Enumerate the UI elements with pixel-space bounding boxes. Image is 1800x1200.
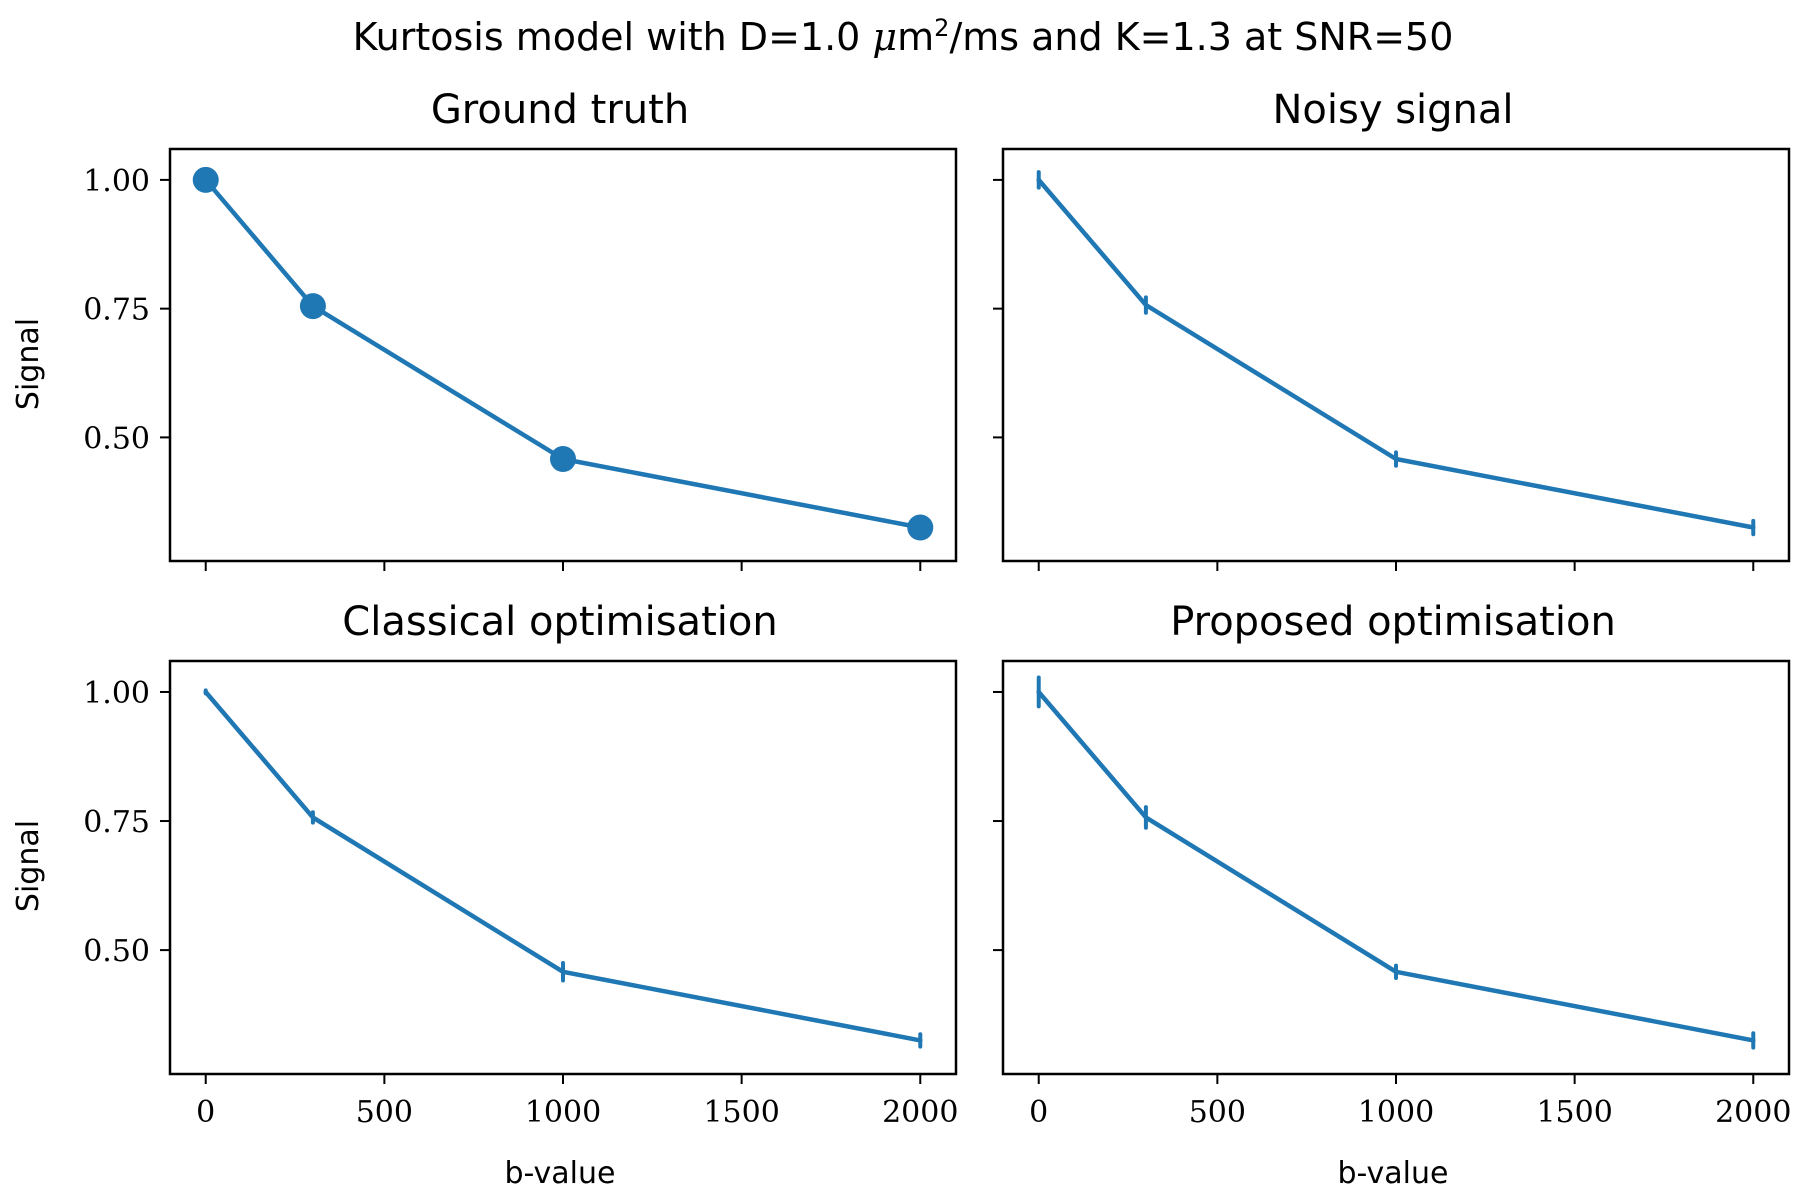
y-tick-label: 1.00: [83, 676, 150, 711]
series-line: [203, 689, 923, 1043]
y-axis-label: Signal: [11, 820, 46, 912]
series-line: [1036, 177, 1756, 530]
x-tick-label: 500: [356, 1095, 413, 1130]
y-tick-label: 0.75: [83, 805, 150, 840]
x-axis-label: b-value: [504, 1156, 615, 1191]
y-tick-label: 1.00: [83, 164, 150, 199]
x-tick-label: 0: [196, 1095, 215, 1130]
panel-proposed-optimisation: Proposed optimisation b-value 0 500 1000 15…: [993, 599, 1791, 1191]
x-tick-label: 1000: [525, 1095, 601, 1130]
panel-noisy-signal: Noisy signal: [993, 87, 1791, 571]
panel-title: Ground truth: [431, 87, 689, 133]
y-axis-label: Signal: [11, 318, 46, 410]
data-point: [192, 166, 219, 193]
y-tick-label: 0.50: [83, 934, 150, 969]
x-axis-label: b-value: [1337, 1156, 1448, 1191]
series-line: [203, 177, 923, 530]
series-line: [1036, 689, 1756, 1043]
x-tick-label: 1500: [1536, 1095, 1612, 1130]
x-tick-label: 2000: [882, 1095, 958, 1130]
panel-classical-optimisation: Classical optimisation Signal b-value 0 5…: [11, 599, 958, 1191]
x-tick-label: 0: [1029, 1095, 1048, 1130]
data-point: [299, 293, 326, 320]
y-tick-label: 0.50: [83, 421, 150, 456]
plot-area-frame: [168, 147, 958, 563]
panel-title: Noisy signal: [1272, 87, 1513, 133]
x-tick-label: 1500: [703, 1095, 779, 1130]
plot-area-frame: [168, 659, 958, 1076]
x-tick-label: 500: [1189, 1095, 1246, 1130]
y-tick-label: 0.75: [83, 293, 150, 328]
plot-area-frame: [1001, 659, 1791, 1076]
x-tick-label: 1000: [1358, 1095, 1434, 1130]
figure-suptitle: Kurtosis model with D=1.0 μm2/ms and K=1…: [353, 14, 1454, 59]
data-point: [907, 514, 934, 541]
panel-ground-truth: Ground truth Signal 0.50 0.75 1.00: [11, 87, 958, 571]
data-point: [550, 446, 576, 473]
plot-area-frame: [1001, 147, 1791, 563]
panel-title: Proposed optimisation: [1170, 599, 1616, 645]
panel-title: Classical optimisation: [342, 599, 777, 645]
x-tick-label: 2000: [1715, 1095, 1791, 1130]
